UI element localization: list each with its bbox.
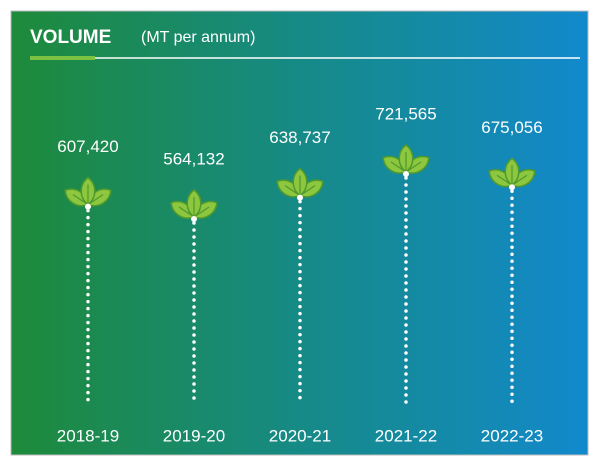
leaf-icon [64, 176, 112, 210]
leaf-vein [284, 175, 316, 197]
leaf-vein [178, 197, 210, 218]
x-tick-label: 2020-21 [269, 426, 331, 445]
leaf-vein [496, 165, 528, 186]
card [10, 10, 589, 456]
x-tick-label: 2019-20 [163, 426, 225, 445]
lollipop [382, 144, 430, 406]
value-label: 607,420 [57, 137, 118, 156]
stem-top [403, 171, 409, 177]
stem-top [85, 203, 91, 210]
lollipop [170, 189, 218, 406]
value-label: 564,132 [163, 149, 224, 168]
chart-subtitle: (MT per annum) [141, 29, 255, 46]
x-tick-label: 2022-23 [481, 426, 543, 445]
leaf-icon [170, 189, 218, 222]
leaf-icon [276, 167, 324, 201]
leaf-icon [382, 144, 430, 177]
stem-top [297, 194, 303, 201]
chart-title: VOLUME [30, 27, 111, 48]
leaf-vein [72, 184, 104, 206]
lollipop [488, 157, 536, 406]
value-label: 675,056 [481, 118, 542, 137]
stem-top [509, 184, 515, 191]
leaf-icon [488, 157, 536, 191]
stem-top [191, 216, 197, 222]
lollipop [276, 167, 324, 406]
value-label: 721,565 [375, 104, 436, 123]
x-tick-label: 2021-22 [375, 426, 437, 445]
lollipop [64, 176, 112, 406]
x-tick-label: 2018-19 [57, 426, 119, 445]
leaf-vein [390, 152, 422, 173]
value-label: 638,737 [269, 128, 330, 147]
